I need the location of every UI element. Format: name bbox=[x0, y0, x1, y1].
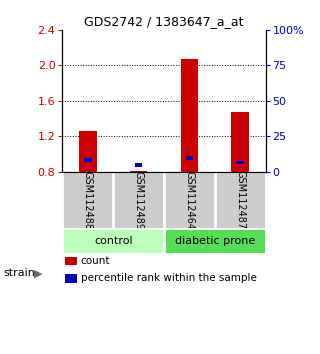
Bar bbox=[180, 59, 198, 172]
Bar bbox=[62, 228, 164, 254]
Bar bbox=[130, 171, 148, 172]
Bar bbox=[79, 131, 97, 172]
Bar bbox=[186, 156, 193, 160]
Text: control: control bbox=[94, 236, 132, 246]
Text: GSM112487: GSM112487 bbox=[235, 170, 245, 230]
Bar bbox=[66, 274, 76, 282]
Text: diabetic prone: diabetic prone bbox=[175, 236, 255, 246]
Text: percentile rank within the sample: percentile rank within the sample bbox=[81, 273, 257, 283]
Text: GSM112488: GSM112488 bbox=[83, 171, 93, 229]
Bar bbox=[231, 112, 249, 172]
Text: strain: strain bbox=[3, 268, 35, 278]
Bar bbox=[84, 158, 92, 161]
Title: GDS2742 / 1383647_a_at: GDS2742 / 1383647_a_at bbox=[84, 15, 244, 28]
Bar bbox=[236, 161, 244, 164]
Bar bbox=[135, 163, 142, 167]
Text: GSM112464: GSM112464 bbox=[184, 171, 195, 229]
Text: ▶: ▶ bbox=[34, 268, 42, 278]
Bar bbox=[66, 257, 76, 266]
Text: count: count bbox=[81, 256, 110, 266]
Text: GSM112489: GSM112489 bbox=[134, 171, 144, 229]
Bar bbox=[164, 228, 266, 254]
